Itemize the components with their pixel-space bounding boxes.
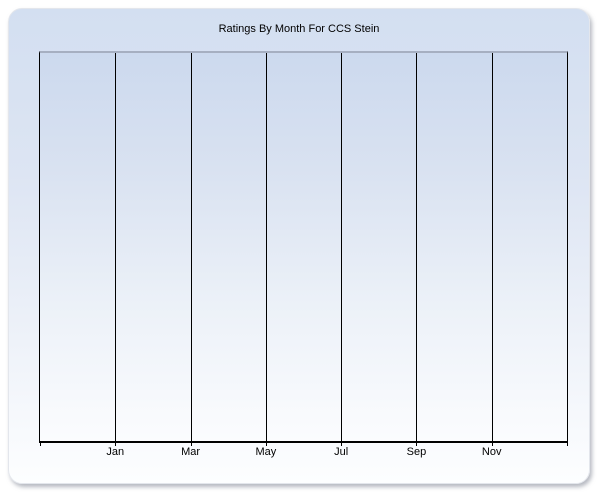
gridline	[341, 53, 343, 441]
x-axis-label: Sep	[406, 446, 427, 458]
x-axis-label: May	[255, 446, 277, 458]
axis-tick	[190, 441, 192, 446]
gridline	[265, 53, 267, 441]
chart-panel: Ratings By Month For CCS Stein Jan Mar May…	[8, 8, 590, 484]
axis-tick	[115, 441, 117, 446]
x-axis-label: Nov	[481, 446, 502, 458]
axis-tick	[341, 441, 343, 446]
gridline	[190, 53, 192, 441]
x-axis-label: Jan	[106, 446, 125, 458]
plot-area: Jan Mar May Jul Sep Nov	[39, 51, 568, 458]
gridline	[115, 53, 117, 441]
axis-tick	[265, 441, 267, 446]
axis-tick	[40, 441, 41, 446]
chart-title: Ratings By Month For CCS Stein	[218, 23, 380, 35]
gridline	[491, 53, 493, 441]
gridline	[416, 53, 418, 441]
x-axis-label: Jul	[334, 446, 349, 458]
axis-tick	[491, 441, 493, 446]
x-axis-label: Mar	[181, 446, 201, 458]
axis-tick	[567, 441, 568, 446]
axis-tick	[416, 441, 418, 446]
